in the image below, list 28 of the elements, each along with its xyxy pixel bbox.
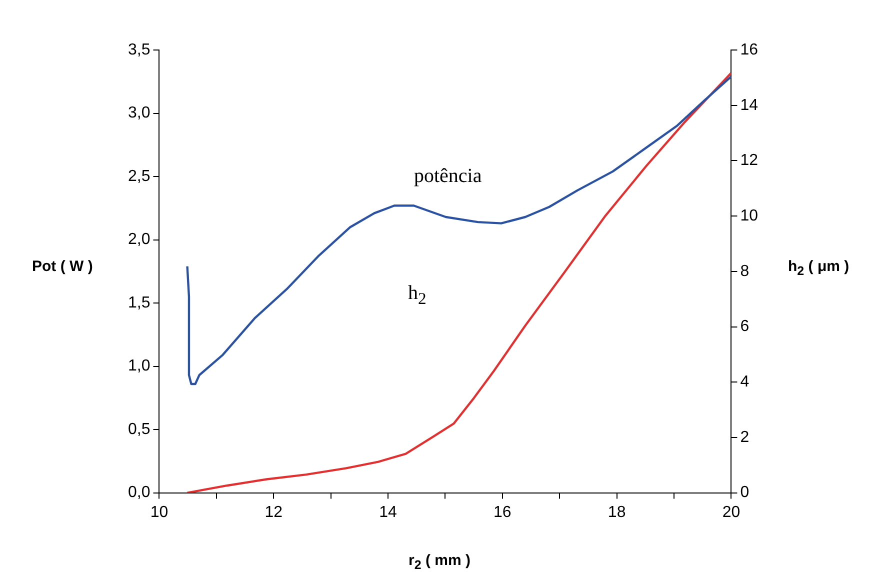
y2-tick-label: 2 bbox=[740, 428, 750, 446]
y-tick-label: 3,0 bbox=[128, 104, 150, 122]
y2-tick-label: 10 bbox=[740, 207, 758, 224]
annotation: h$_{2}$ bbox=[408, 282, 426, 309]
y2-tick-label: 6 bbox=[740, 318, 750, 336]
y-tick-label: 1,0 bbox=[128, 358, 150, 375]
x-tick-label: 16 bbox=[494, 504, 512, 521]
x-tick-label: 12 bbox=[264, 504, 283, 521]
y-tick-label: 1,5 bbox=[128, 294, 150, 312]
y-tick-label: 3,5 bbox=[128, 41, 150, 58]
y-tick-label: 0,5 bbox=[128, 420, 150, 438]
y2-axis-title: h$_{2}$ ( μm ) bbox=[788, 258, 850, 278]
x-tick-label: 14 bbox=[379, 504, 398, 521]
y-axis-title: Pot ( W ) bbox=[32, 258, 93, 275]
y-tick-label: 0,0 bbox=[128, 484, 150, 502]
x-tick-label: 20 bbox=[722, 504, 740, 521]
y2-tick-label: 16 bbox=[740, 41, 758, 58]
y2-tick-label: 8 bbox=[740, 262, 750, 280]
y2-tick-label: 14 bbox=[740, 96, 758, 114]
x-tick-label: 18 bbox=[608, 504, 626, 521]
y-tick-label: 2,0 bbox=[128, 231, 150, 248]
y2-tick-label: 12 bbox=[740, 152, 758, 170]
y2-tick-label: 4 bbox=[740, 374, 750, 391]
y2-tick-label: 0 bbox=[740, 484, 750, 502]
y-tick-label: 2,5 bbox=[128, 168, 150, 185]
x-axis-title: r$_{2}$ ( mm ) bbox=[408, 552, 472, 572]
x-tick-label: 10 bbox=[150, 504, 168, 521]
annotation: potência bbox=[414, 165, 482, 188]
